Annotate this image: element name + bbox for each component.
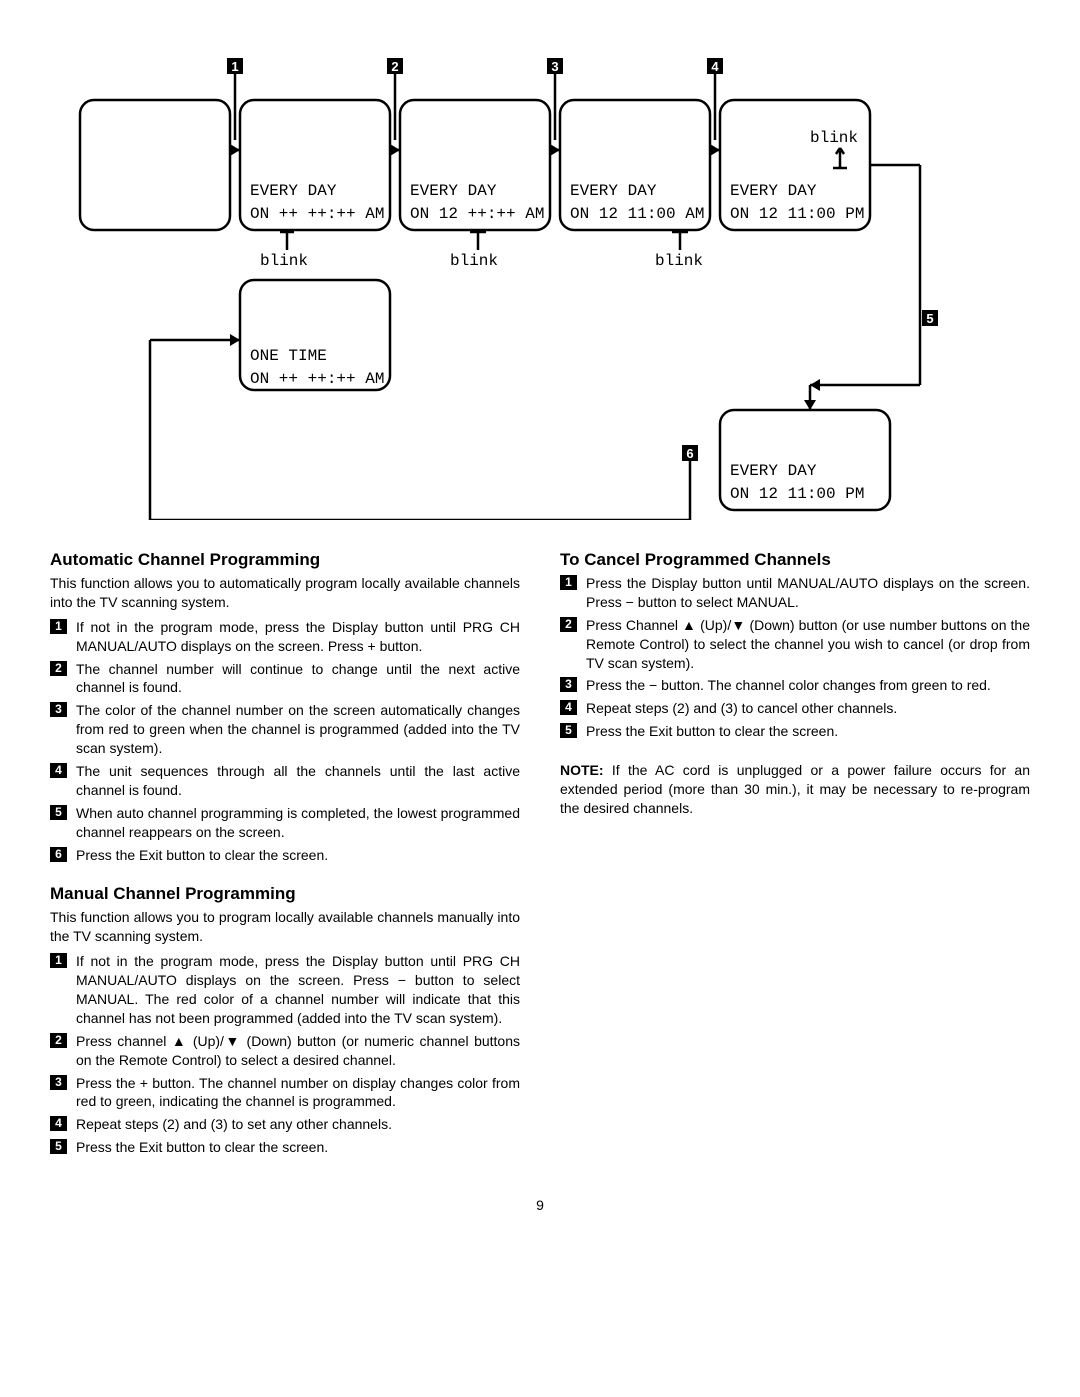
marker-2: 2 xyxy=(391,59,398,74)
marker-4: 4 xyxy=(711,59,719,74)
box2-line1: EVERY DAY xyxy=(410,182,497,200)
left-column: Automatic Channel Programming This funct… xyxy=(50,550,520,1177)
cancel-steps: 1Press the Display button until MANUAL/A… xyxy=(560,574,1030,741)
marker-1: 1 xyxy=(231,59,238,74)
auto-step-2: The channel number will continue to chan… xyxy=(76,661,520,696)
manual-step-3: Press the + button. The channel number o… xyxy=(76,1075,520,1110)
box3-line2: ON 12 11:00 AM xyxy=(570,205,704,223)
box1-line2: ON ++ ++:++ AM xyxy=(250,205,384,223)
note-text: If the AC cord is unplugged or a power f… xyxy=(560,762,1030,816)
auto-steps: 1If not in the program mode, press the D… xyxy=(50,618,520,865)
auto-intro: This function allows you to automaticall… xyxy=(50,574,520,612)
cancel-step-5: Press the Exit button to clear the scree… xyxy=(586,723,838,739)
box2-line2: ON 12 ++:++ AM xyxy=(410,205,544,223)
manual-step-4: Repeat steps (2) and (3) to set any othe… xyxy=(76,1116,392,1132)
cancel-note: NOTE: If the AC cord is unplugged or a p… xyxy=(560,761,1030,818)
manual-step-2: Press channel ▲ (Up)/▼ (Down) button (or… xyxy=(76,1033,520,1068)
box6-line1: EVERY DAY xyxy=(730,462,817,480)
blink-label-4: blink xyxy=(810,129,858,147)
box4-line2: ON 12 11:00 PM xyxy=(730,205,864,223)
blink-label-3: blink xyxy=(655,252,703,270)
auto-title: Automatic Channel Programming xyxy=(50,550,520,570)
auto-step-5: When auto channel programming is complet… xyxy=(76,805,520,840)
manual-intro: This function allows you to program loca… xyxy=(50,908,520,946)
marker-6: 6 xyxy=(686,446,693,461)
timer-flow-diagram: 1 2 3 4 5 6 EVERY DAY ON ++ ++:++ AM EVE… xyxy=(50,40,1030,520)
marker-3: 3 xyxy=(551,59,558,74)
cancel-title: To Cancel Programmed Channels xyxy=(560,550,1030,570)
auto-step-4: The unit sequences through all the chann… xyxy=(76,763,520,798)
onetime-line2: ON ++ ++:++ AM xyxy=(250,370,384,388)
manual-title: Manual Channel Programming xyxy=(50,884,520,904)
marker-5: 5 xyxy=(926,311,933,326)
page-number: 9 xyxy=(50,1197,1030,1213)
auto-step-1: If not in the program mode, press the Di… xyxy=(76,619,520,654)
box6-line2: ON 12 11:00 PM xyxy=(730,485,864,503)
right-column: To Cancel Programmed Channels 1Press the… xyxy=(560,550,1030,1177)
cancel-step-2: Press Channel ▲ (Up)/▼ (Down) button (or… xyxy=(586,617,1030,671)
auto-step-6: Press the Exit button to clear the scree… xyxy=(76,847,328,863)
blink-label-2: blink xyxy=(450,252,498,270)
box3-line1: EVERY DAY xyxy=(570,182,657,200)
manual-steps: 1If not in the program mode, press the D… xyxy=(50,952,520,1157)
box4-line1: EVERY DAY xyxy=(730,182,817,200)
blink-label-1: blink xyxy=(260,252,308,270)
onetime-line1: ONE TIME xyxy=(250,347,327,365)
manual-step-5: Press the Exit button to clear the scree… xyxy=(76,1139,328,1155)
note-label: NOTE: xyxy=(560,762,604,778)
cancel-step-3: Press the − button. The channel color ch… xyxy=(586,677,991,693)
box1-line1: EVERY DAY xyxy=(250,182,337,200)
cancel-step-4: Repeat steps (2) and (3) to cancel other… xyxy=(586,700,897,716)
cancel-step-1: Press the Display button until MANUAL/AU… xyxy=(586,575,1030,610)
manual-step-1: If not in the program mode, press the Di… xyxy=(76,953,520,1026)
auto-step-3: The color of the channel number on the s… xyxy=(76,702,520,756)
